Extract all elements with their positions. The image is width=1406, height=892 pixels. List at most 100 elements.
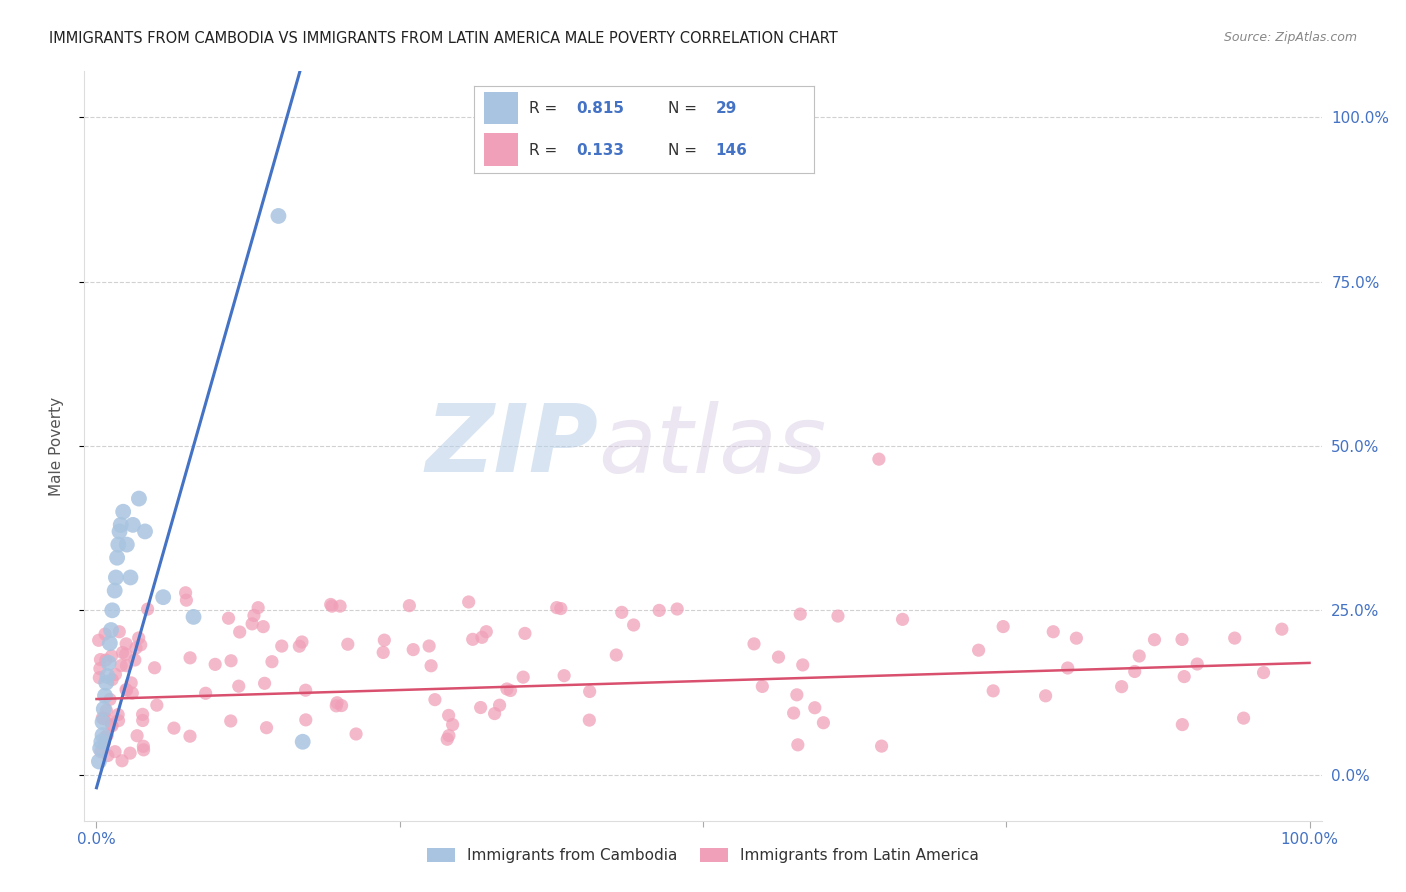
Point	[1253, 665, 1275, 680]
Point	[105, 550, 128, 565]
Point	[110, 658, 132, 673]
Point	[1111, 680, 1133, 694]
Point	[623, 618, 645, 632]
Point	[398, 599, 420, 613]
Point	[751, 680, 773, 694]
Text: IMMIGRANTS FROM CAMBODIA VS IMMIGRANTS FROM LATIN AMERICA MALE POVERTY CORRELATI: IMMIGRANTS FROM CAMBODIA VS IMMIGRANTS F…	[49, 31, 838, 46]
Point	[111, 646, 134, 660]
Point	[1173, 670, 1195, 684]
Point	[218, 611, 240, 625]
Point	[461, 632, 484, 647]
Point	[553, 668, 575, 682]
Point	[402, 642, 425, 657]
Point	[107, 714, 129, 728]
Point	[97, 748, 120, 763]
Point	[101, 603, 124, 617]
Point	[93, 702, 115, 716]
Point	[288, 639, 311, 653]
Point	[104, 583, 127, 598]
Point	[152, 590, 174, 604]
Point	[441, 717, 464, 731]
Point	[470, 700, 492, 714]
Point	[1223, 631, 1246, 645]
Point	[321, 599, 343, 614]
Point	[499, 683, 522, 698]
Point	[967, 643, 990, 657]
Point	[420, 658, 443, 673]
Point	[813, 715, 835, 730]
Point	[605, 648, 627, 662]
Point	[96, 712, 118, 726]
Point	[176, 593, 198, 607]
Point	[1066, 631, 1088, 645]
Point	[475, 624, 498, 639]
Point	[228, 679, 250, 693]
Point	[179, 729, 201, 743]
Point	[1035, 689, 1057, 703]
Point	[270, 639, 292, 653]
Point	[111, 754, 134, 768]
Point	[436, 732, 458, 747]
Point	[253, 676, 276, 690]
Point	[1171, 632, 1194, 647]
Point	[124, 653, 146, 667]
Point	[1171, 717, 1194, 731]
Point	[786, 738, 808, 752]
Point	[742, 637, 765, 651]
Point	[146, 698, 169, 713]
Point	[1056, 661, 1078, 675]
Point	[891, 612, 914, 626]
Point	[129, 638, 152, 652]
Point	[768, 650, 790, 665]
Point	[437, 729, 460, 743]
Point	[108, 624, 131, 639]
Point	[578, 684, 600, 698]
Point	[789, 607, 811, 621]
Point	[1143, 632, 1166, 647]
Point	[373, 645, 395, 659]
Point	[101, 673, 124, 687]
Point	[219, 714, 242, 728]
Point	[104, 570, 127, 584]
Point	[120, 676, 142, 690]
Point	[93, 736, 115, 750]
Point	[1185, 657, 1208, 671]
Point	[194, 686, 217, 700]
Point	[488, 698, 510, 713]
Point	[101, 719, 124, 733]
Point	[513, 626, 536, 640]
Point	[96, 675, 118, 690]
Point	[496, 681, 519, 696]
Point	[1271, 622, 1294, 636]
Point	[96, 669, 118, 683]
Point	[870, 739, 893, 753]
Point	[89, 741, 111, 756]
Point	[120, 570, 142, 584]
Point	[100, 717, 122, 731]
Point	[128, 491, 150, 506]
Point	[98, 636, 121, 650]
Point	[373, 633, 395, 648]
Point	[94, 689, 117, 703]
Point	[91, 728, 114, 742]
Point	[97, 656, 120, 670]
Point	[132, 743, 155, 757]
Point	[112, 505, 135, 519]
Point	[120, 746, 142, 760]
Point	[87, 633, 110, 648]
Point	[1123, 665, 1146, 679]
Point	[804, 700, 827, 714]
Point	[90, 745, 112, 759]
Point	[666, 602, 689, 616]
Point	[981, 684, 1004, 698]
Point	[136, 602, 159, 616]
Point	[782, 706, 804, 720]
Point	[344, 727, 367, 741]
Point	[125, 640, 148, 655]
Point	[827, 609, 849, 624]
Point	[330, 698, 353, 713]
Point	[336, 637, 359, 651]
Point	[107, 538, 129, 552]
Point	[1042, 624, 1064, 639]
Point	[423, 692, 446, 706]
